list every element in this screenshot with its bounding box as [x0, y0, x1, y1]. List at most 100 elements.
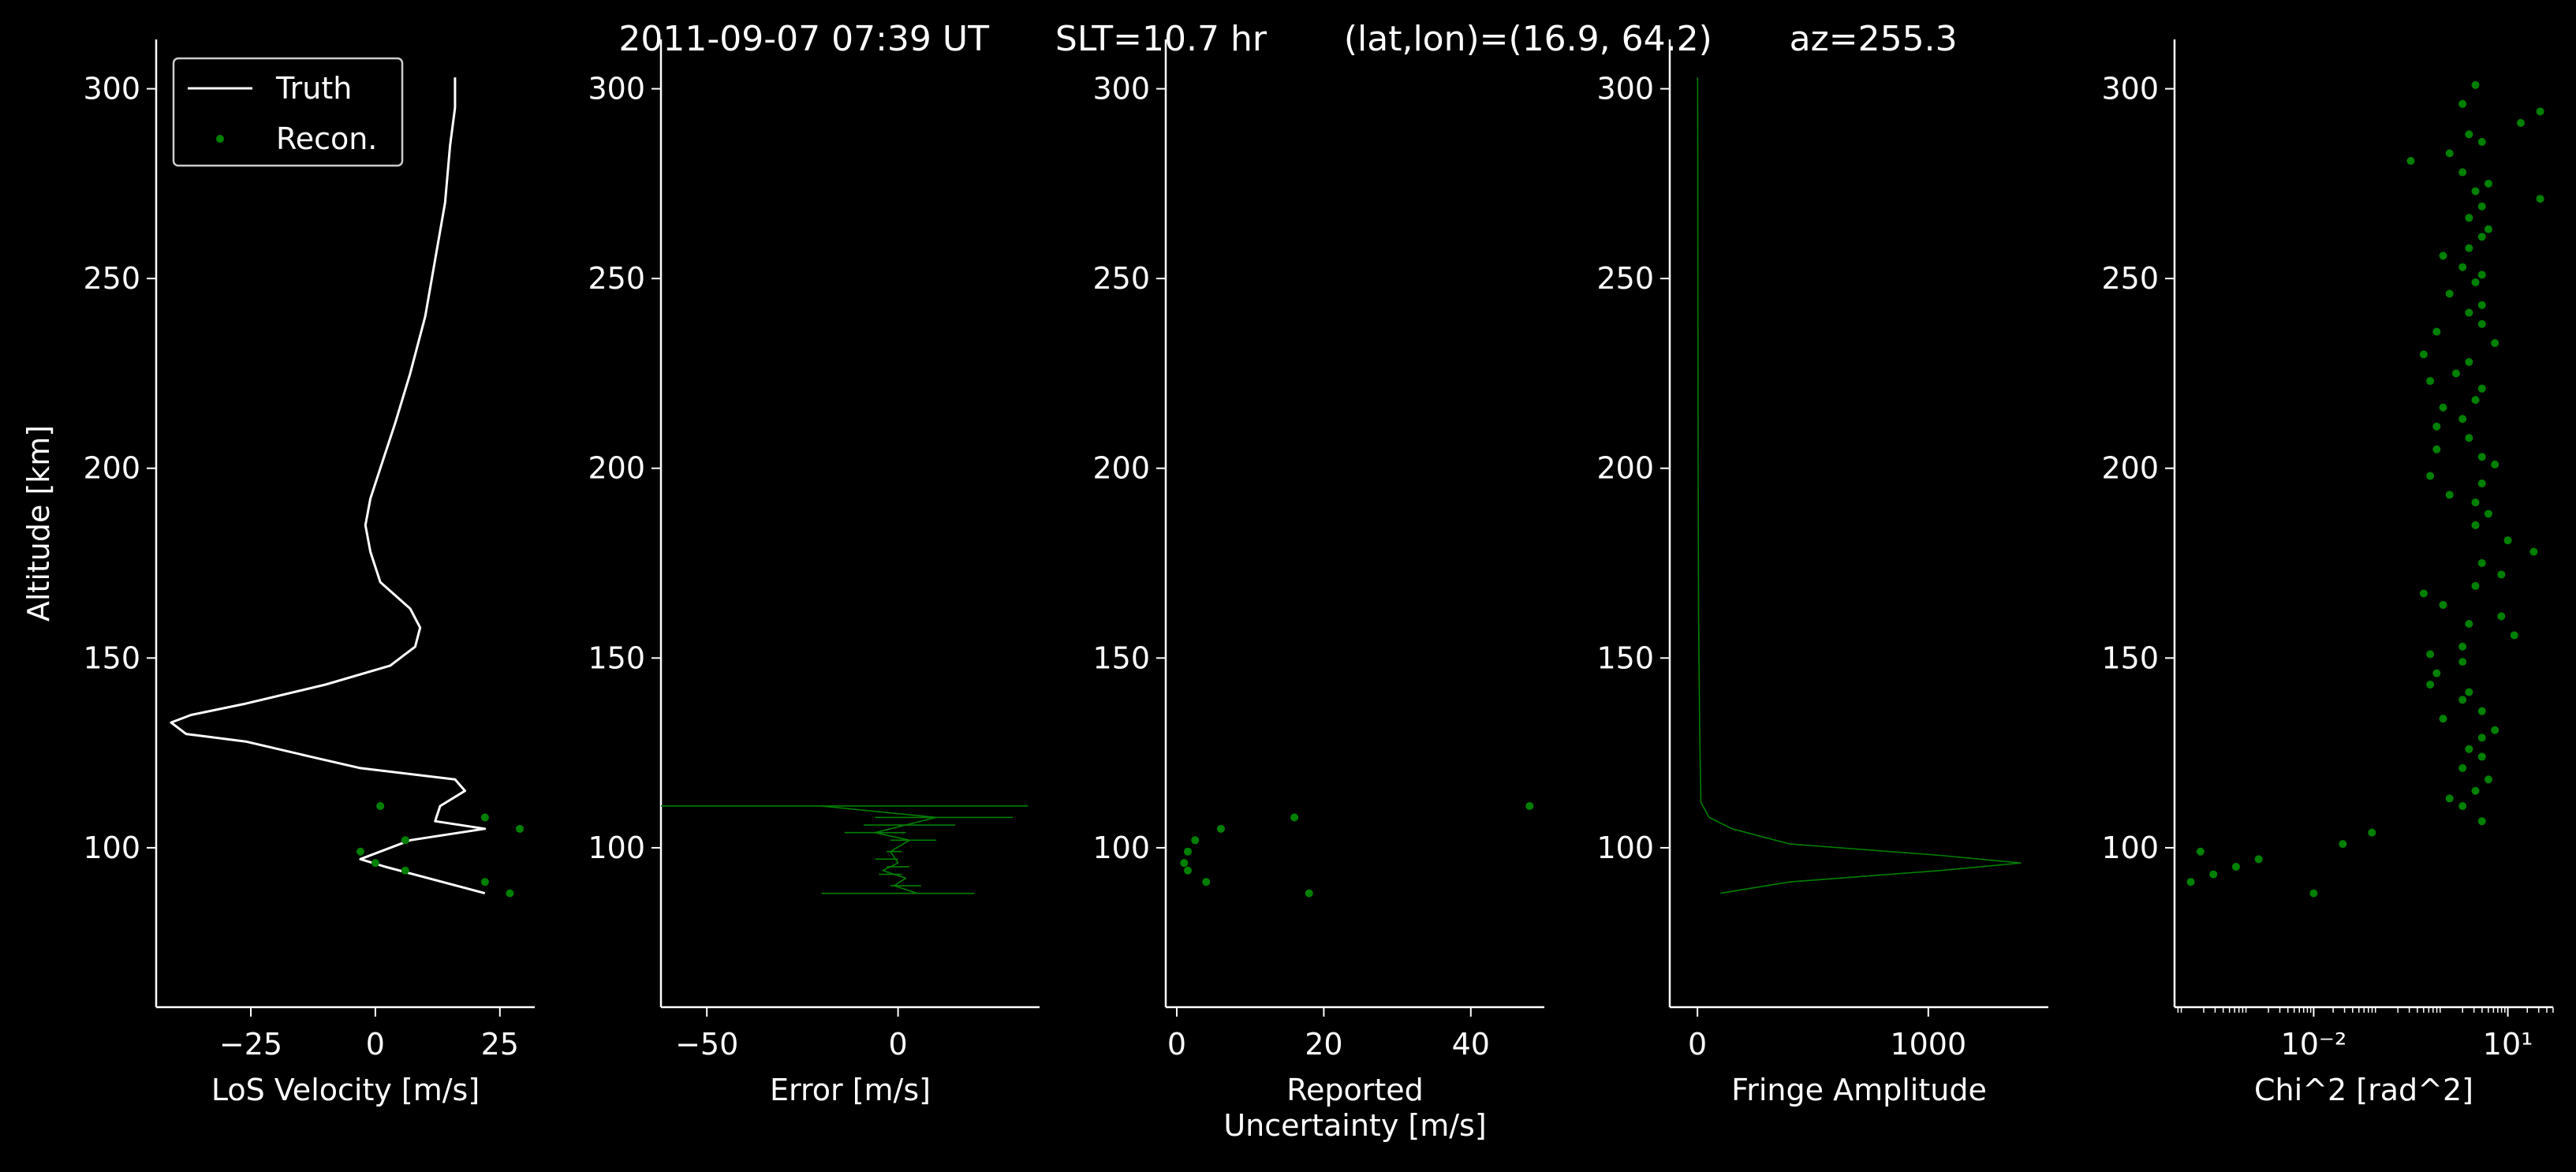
- data-point: [2471, 498, 2480, 507]
- y-tick-label: 300: [83, 72, 140, 106]
- data-point: [2458, 801, 2467, 810]
- x-tick-label: 0: [889, 1027, 908, 1062]
- legend-box: [172, 57, 404, 167]
- data-point: [1191, 836, 1200, 845]
- y-tick-label: 150: [2101, 640, 2159, 675]
- x-tick-label: −25: [219, 1027, 282, 1062]
- data-point: [2439, 715, 2447, 723]
- y-tick-label: 150: [1092, 640, 1150, 675]
- x-tick-label: 10¹: [2483, 1027, 2533, 1062]
- data-point: [356, 847, 364, 856]
- data-point: [2503, 536, 2512, 545]
- data-point: [2231, 862, 2240, 871]
- x-tick-label: 0: [1688, 1027, 1707, 1062]
- data-point: [376, 801, 385, 810]
- x-tick-label: 0: [366, 1027, 385, 1062]
- x-tick-label: 0: [1167, 1027, 1186, 1062]
- data-point: [2465, 620, 2473, 629]
- data-point: [516, 824, 525, 833]
- data-point: [2491, 460, 2499, 468]
- data-point: [2458, 642, 2467, 651]
- y-tick-label: 100: [1092, 830, 1150, 865]
- x-tick-label: −50: [675, 1027, 738, 1062]
- y-tick-label: 250: [83, 261, 140, 296]
- data-point: [2439, 403, 2447, 412]
- y-tick-label: 300: [588, 72, 645, 106]
- data-point: [1183, 847, 1192, 856]
- data-point: [2419, 589, 2428, 598]
- y-tick-label: 100: [2101, 830, 2159, 865]
- y-tick-label: 300: [1596, 72, 1654, 106]
- y-tick-label: 100: [588, 830, 645, 865]
- data-point: [2458, 763, 2467, 772]
- data-point: [2451, 369, 2460, 378]
- legend-label: Recon.: [276, 121, 377, 156]
- x-axis-label: Chi^2 [rad^2]: [2254, 1073, 2473, 1107]
- data-point: [2196, 847, 2205, 856]
- data-point: [2458, 263, 2467, 271]
- subplot-4: 100 150 200 250 300 0 1000 Fringe Amplitude: [1596, 39, 2048, 1107]
- data-point: [2477, 233, 2486, 241]
- data-point: [2471, 581, 2480, 590]
- data-point: [2339, 840, 2347, 849]
- data-point: [2477, 384, 2486, 393]
- data-point: [2484, 775, 2492, 784]
- data-point: [2445, 149, 2454, 158]
- data-point: [1305, 889, 1313, 898]
- data-point: [2426, 681, 2435, 689]
- legend-label: Truth: [275, 71, 352, 106]
- x-tick-label: 1000: [1890, 1027, 1966, 1062]
- data-point: [2368, 828, 2376, 837]
- subplot-2: 100 150 200 250 300 −50 0 Error [m/s]: [588, 39, 1040, 1107]
- data-point: [2477, 453, 2486, 461]
- data-point: [480, 878, 489, 886]
- series-1: [2186, 80, 2544, 898]
- data-point: [2471, 278, 2480, 286]
- x-axis-label: Uncertainty [m/s]: [1223, 1108, 1486, 1143]
- data-point: [2458, 658, 2467, 666]
- data-point: [2516, 118, 2525, 127]
- y-tick-label: 200: [1596, 451, 1654, 486]
- data-point: [2432, 445, 2441, 453]
- data-point: [2484, 225, 2492, 233]
- data-point: [2497, 570, 2506, 579]
- data-point: [1180, 859, 1189, 868]
- x-axis-label: Fringe Amplitude: [1731, 1073, 1987, 1107]
- data-point: [1216, 824, 1225, 833]
- data-point: [2484, 509, 2492, 518]
- data-point: [2477, 733, 2486, 742]
- data-point: [371, 859, 379, 868]
- data-line: [170, 77, 487, 895]
- data-point: [2465, 358, 2473, 366]
- data-point: [2477, 137, 2486, 146]
- figure-title: 2011-09-07 07:39 UT SLT=10.7 hr (lat,lon…: [618, 19, 1957, 59]
- data-point: [2465, 434, 2473, 442]
- data-point: [2484, 179, 2492, 188]
- data-point: [2445, 289, 2454, 298]
- y-tick-label: 100: [83, 830, 140, 865]
- data-point: [2471, 80, 2480, 89]
- y-tick-label: 300: [1092, 72, 1150, 106]
- y-tick-label: 250: [1092, 261, 1150, 296]
- data-point: [1290, 813, 1299, 822]
- data-point: [2426, 377, 2435, 386]
- data-point: [2491, 338, 2499, 347]
- data-point: [2209, 870, 2218, 879]
- subplot-3: 100 150 200 250 300 0 20 40 ReportedUncertainty …: [1092, 39, 1544, 1143]
- data-point: [2309, 889, 2318, 898]
- series-2: [661, 805, 1029, 894]
- data-point: [1183, 866, 1192, 875]
- data-point: [2477, 479, 2486, 487]
- data-point: [2458, 696, 2467, 704]
- subplot-5: 100 150 200 250 300 10⁻² 10¹ Chi^2 [rad^2]: [2101, 39, 2554, 1107]
- data-point: [2491, 726, 2499, 734]
- y-tick-label: 200: [2101, 451, 2159, 486]
- data-point: [2477, 300, 2486, 309]
- data-point: [2510, 631, 2518, 640]
- data-point: [2458, 415, 2467, 424]
- series-1: [1180, 801, 1534, 898]
- data-point: [2471, 786, 2480, 795]
- data-point: [2458, 168, 2467, 177]
- data-point: [2254, 855, 2263, 864]
